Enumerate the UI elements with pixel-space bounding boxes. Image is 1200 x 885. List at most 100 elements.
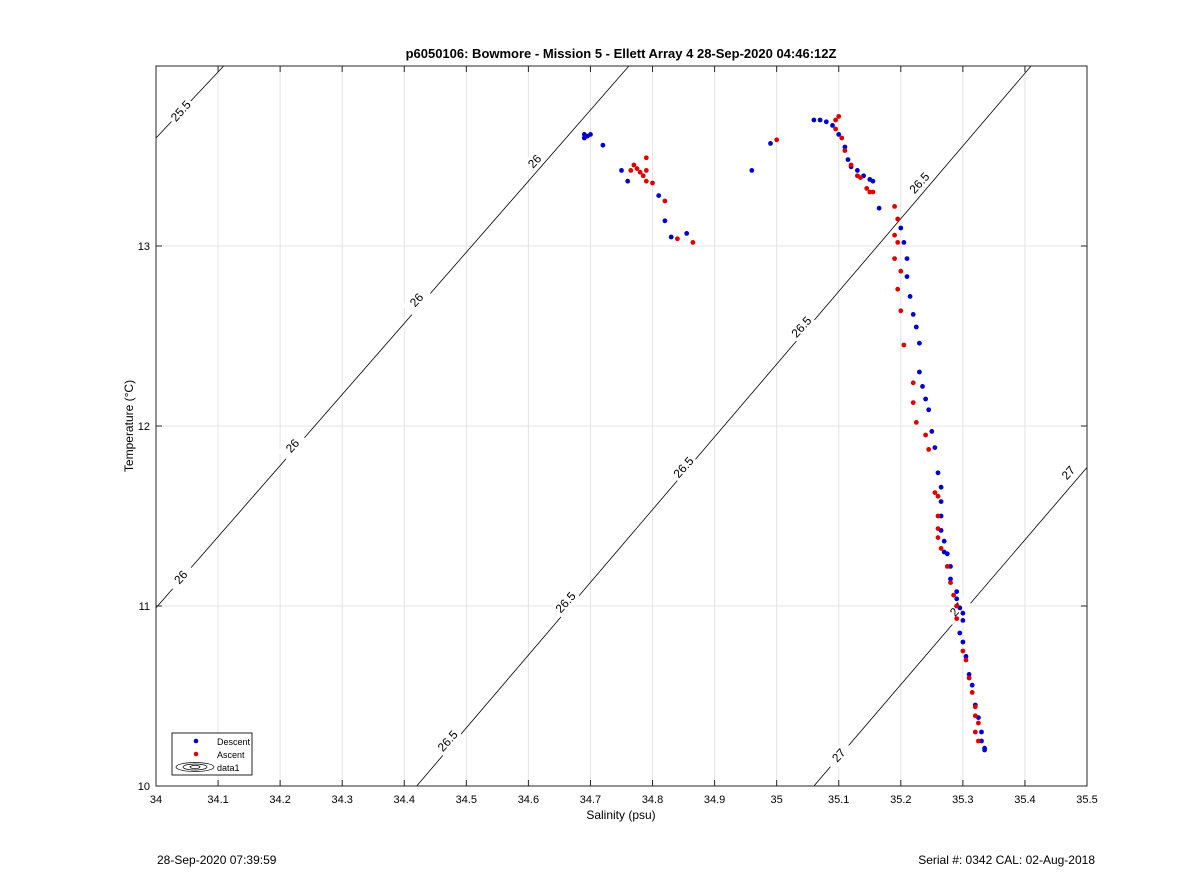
legend-data1-label: data1	[217, 763, 240, 773]
legend-ascent-marker	[193, 751, 199, 757]
ascent-point	[892, 204, 897, 209]
descent-point	[913, 324, 919, 330]
ascent-point	[892, 232, 897, 238]
y-tick-label: 11	[139, 601, 150, 613]
y-axis-label: Temperature (°C)	[122, 380, 136, 472]
ascent-point	[675, 236, 680, 242]
ascent-point	[954, 603, 960, 609]
ascent-point	[901, 342, 907, 348]
ascent-point	[690, 240, 696, 245]
descent-point	[932, 445, 938, 450]
ascent-point	[895, 286, 901, 292]
descent-point	[662, 218, 668, 224]
descent-point	[957, 630, 963, 636]
ascent-point	[858, 175, 863, 181]
ascent-point	[839, 135, 845, 141]
descent-point	[907, 294, 913, 299]
ascent-point	[954, 616, 960, 621]
x-tick-label: 34	[150, 794, 162, 806]
ascent-point	[895, 216, 901, 222]
x-tick-label: 35.2	[890, 794, 911, 806]
descent-point	[684, 231, 690, 236]
legend-data1-marker	[175, 762, 215, 772]
ascent-point	[662, 198, 668, 204]
descent-point	[935, 470, 941, 476]
ascent-point	[923, 432, 928, 438]
legend: Descent Ascent data1	[171, 732, 253, 776]
ascent-point	[864, 186, 870, 191]
descent-point	[938, 499, 944, 504]
data-points	[581, 114, 987, 753]
y-tick-label: 10	[138, 781, 150, 793]
ascent-point	[898, 308, 904, 314]
descent-point	[842, 144, 848, 150]
descent-point	[954, 596, 960, 602]
descent-point	[836, 132, 842, 137]
descent-point	[749, 168, 755, 173]
contour-label-bg	[551, 587, 581, 618]
descent-point	[768, 141, 773, 146]
descent-point	[948, 576, 953, 582]
contour-label-bg	[786, 311, 817, 343]
x-tick-label: 34.9	[704, 794, 725, 806]
x-tick-label: 35.3	[952, 794, 973, 806]
descent-point	[938, 484, 944, 490]
descent-point	[619, 168, 624, 173]
ascent-point	[898, 268, 904, 274]
descent-point	[966, 672, 972, 677]
y-tick-label: 13	[138, 241, 150, 253]
contour-label-bg	[668, 452, 699, 483]
legend-descent-label: Descent	[217, 737, 251, 747]
descent-point	[588, 132, 593, 137]
x-tick-label: 35.5	[1076, 794, 1097, 806]
descent-point	[982, 747, 987, 753]
descent-point	[600, 142, 606, 148]
ascent-point	[935, 513, 941, 519]
ascent-point	[848, 162, 854, 168]
descent-point	[926, 407, 932, 413]
ascent-point	[643, 155, 649, 161]
ascent-point	[944, 564, 950, 569]
x-tick-label: 34.7	[580, 794, 601, 806]
descent-point	[910, 312, 916, 317]
ascent-point	[972, 704, 978, 710]
isopycnal-27	[813, 467, 1087, 786]
descent-point	[941, 538, 947, 544]
x-tick-label: 35.4	[1014, 794, 1035, 806]
ascent-point	[966, 675, 972, 681]
ascent-point	[972, 729, 978, 735]
descent-point	[811, 117, 817, 123]
contour-label-bg	[166, 95, 196, 127]
ascent-point	[774, 137, 780, 143]
ascent-point	[935, 535, 941, 540]
x-tick-label: 34.2	[269, 794, 290, 806]
ascent-point	[932, 490, 938, 495]
contour-label-bg	[277, 430, 308, 461]
ascent-point	[833, 126, 838, 132]
ascent-point	[963, 657, 969, 663]
ascent-point	[926, 447, 932, 452]
descent-point	[876, 205, 882, 211]
x-tick-label: 34.4	[394, 794, 415, 806]
isopycnal-26	[156, 66, 630, 609]
contour-label-bg	[402, 284, 432, 316]
ascent-point	[969, 690, 975, 695]
x-tick-label: 34.1	[207, 794, 228, 806]
descent-point	[960, 639, 966, 645]
descent-point	[979, 729, 984, 735]
ascent-point	[972, 713, 978, 719]
contour-label-bg	[1053, 457, 1083, 488]
ascent-point	[634, 166, 640, 172]
contour-label-bg	[520, 146, 550, 177]
ascent-point	[631, 162, 637, 168]
descent-point	[920, 384, 925, 389]
x-tick-label: 34.8	[642, 794, 663, 806]
descent-point	[960, 610, 966, 616]
descent-point	[830, 123, 835, 128]
ascent-point	[643, 168, 649, 173]
ascent-point	[842, 148, 848, 154]
chart-title: p6050106: Bowmore - Mission 5 - Ellett A…	[406, 46, 837, 61]
descent-point	[954, 589, 960, 594]
ascent-point	[938, 546, 944, 551]
